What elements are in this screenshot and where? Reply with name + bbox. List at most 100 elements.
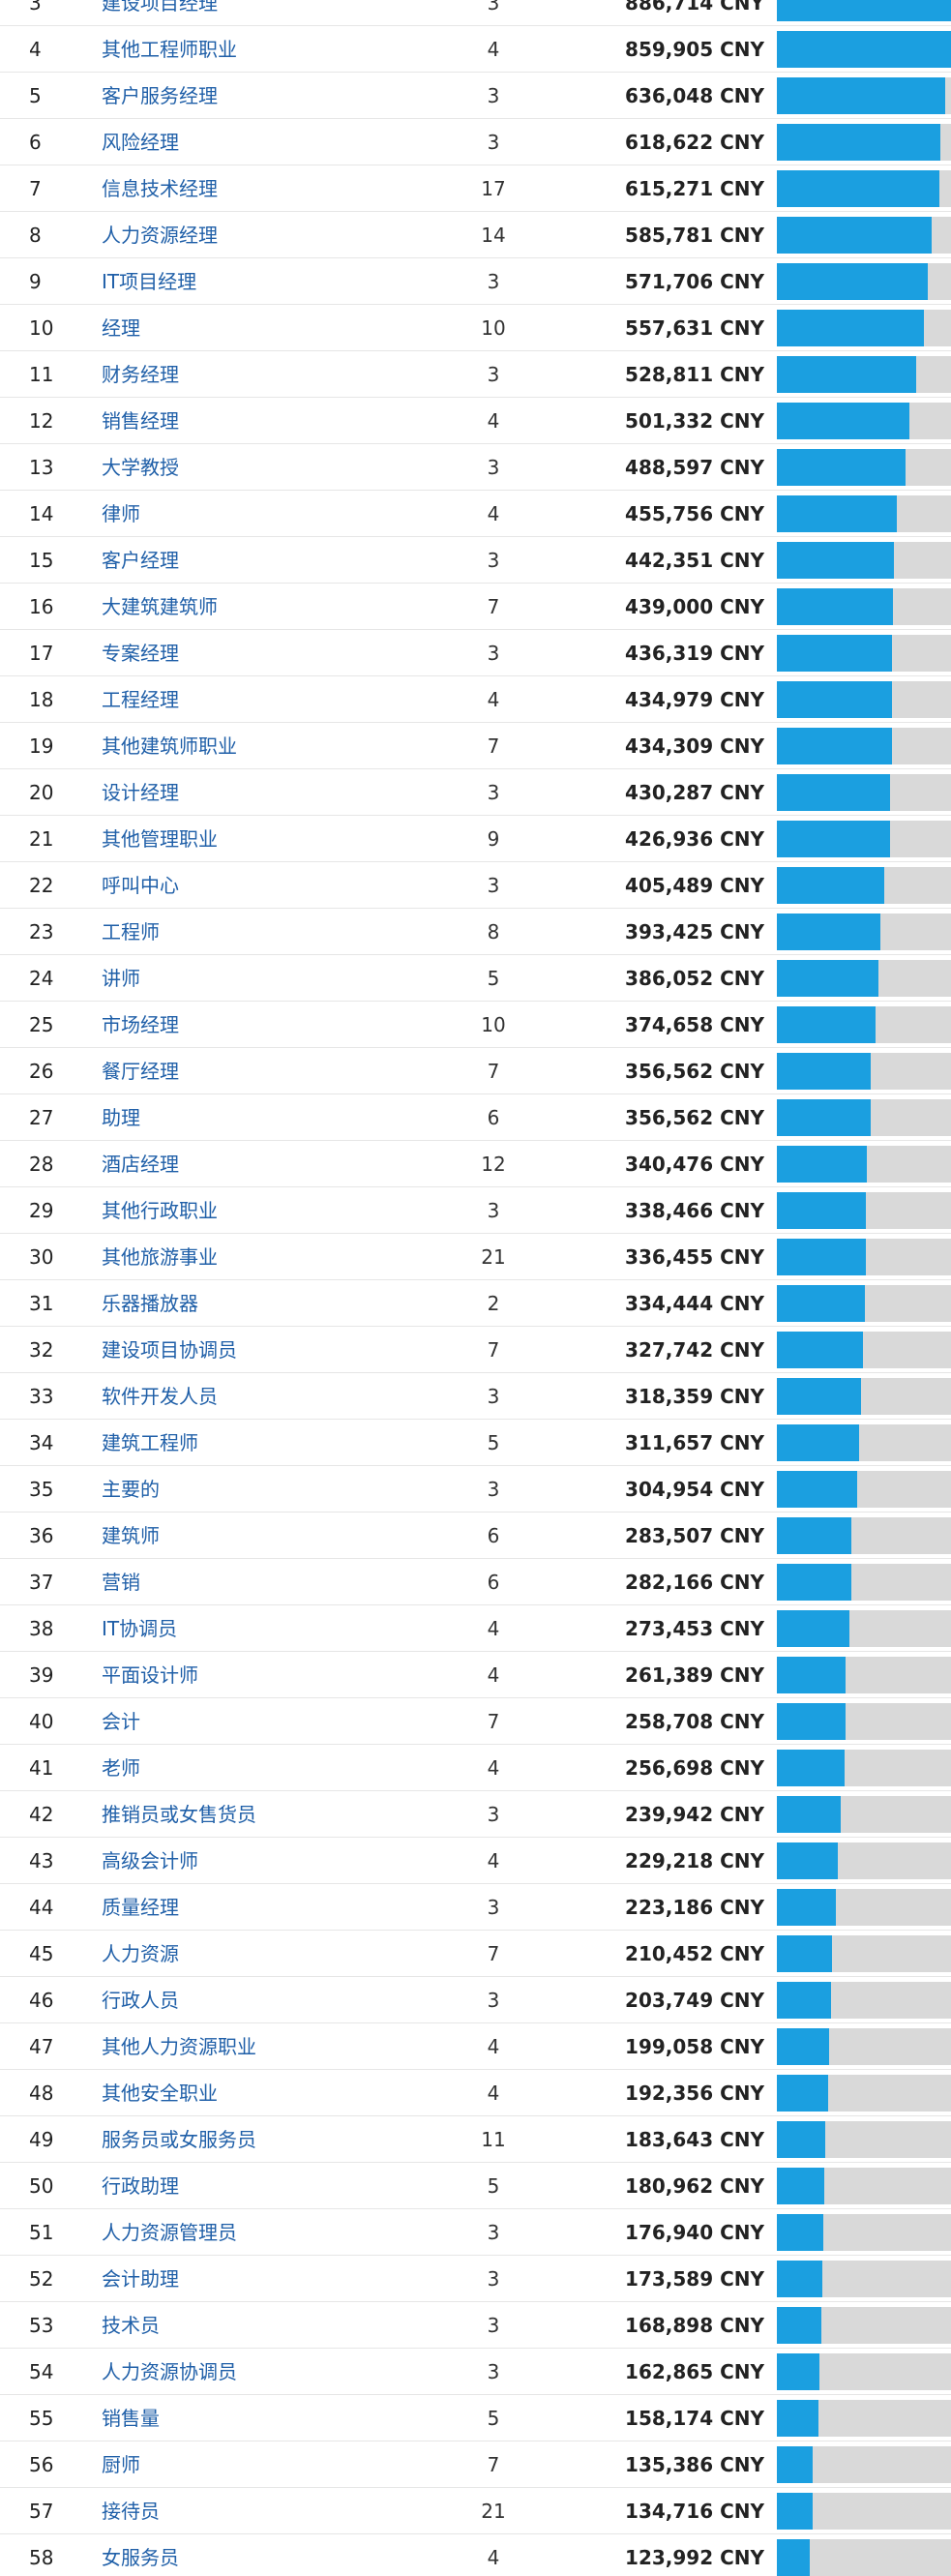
job-title-link[interactable]: 律师	[102, 502, 140, 525]
job-title-link[interactable]: 接待员	[102, 2500, 160, 2523]
rank: 25	[29, 1013, 54, 1036]
job-title-link[interactable]: 技术员	[102, 2314, 160, 2337]
job-title-link[interactable]: 质量经理	[102, 1896, 179, 1919]
job-title-link[interactable]: 其他建筑师职业	[102, 734, 237, 758]
rank: 16	[29, 595, 54, 618]
job-title-link[interactable]: 平面设计师	[102, 1663, 198, 1687]
rank: 54	[29, 2360, 54, 2383]
bar-track	[777, 1192, 951, 1229]
job-title-link[interactable]: 软件开发人员	[102, 1385, 218, 1408]
salary-bar	[777, 1053, 872, 1090]
count: 4	[487, 688, 500, 711]
job-title-link[interactable]: 建筑工程师	[102, 1431, 198, 1454]
job-title-link[interactable]: 呼叫中心	[102, 874, 179, 897]
table-row: 32 建设项目协调员 7 327,742 CNY	[0, 1327, 951, 1373]
job-title-link[interactable]: IT项目经理	[102, 270, 197, 293]
job-title-link[interactable]: 餐厅经理	[102, 1060, 179, 1083]
job-title-link[interactable]: 大学教授	[102, 456, 179, 479]
job-title-link[interactable]: 客户经理	[102, 549, 179, 572]
job-title-link[interactable]: 行政助理	[102, 2174, 179, 2198]
job-title-link[interactable]: 大建筑建筑师	[102, 595, 218, 618]
job-title-link[interactable]: 女服务员	[102, 2546, 179, 2569]
rank: 44	[29, 1896, 54, 1919]
salary-bar	[777, 403, 909, 439]
table-row: 15 客户经理 3 442,351 CNY	[0, 537, 951, 584]
table-row: 45 人力资源 7 210,452 CNY	[0, 1931, 951, 1977]
rank: 19	[29, 734, 54, 758]
table-row: 9 IT项目经理 3 571,706 CNY	[0, 258, 951, 305]
job-title-link[interactable]: 建设项目经理	[102, 0, 218, 15]
job-title-link[interactable]: 乐器播放器	[102, 1292, 198, 1315]
job-title-link[interactable]: 高级会计师	[102, 1849, 198, 1872]
job-title-link[interactable]: 其他旅游事业	[102, 1245, 218, 1269]
job-title-link[interactable]: 工程经理	[102, 688, 179, 711]
job-title-link[interactable]: 建筑师	[102, 1524, 160, 1547]
job-title-link[interactable]: 其他安全职业	[102, 2082, 218, 2105]
salary-bar	[777, 1842, 838, 1879]
bar-track	[777, 2493, 951, 2530]
bar-track	[777, 2214, 951, 2251]
rank: 5	[29, 84, 42, 107]
table-row: 12 销售经理 4 501,332 CNY	[0, 398, 951, 444]
bar-track	[777, 2539, 951, 2576]
job-title-link[interactable]: 销售经理	[102, 409, 179, 433]
count: 3	[487, 1896, 500, 1919]
job-title-link[interactable]: 会计助理	[102, 2267, 179, 2291]
job-title-link[interactable]: 主要的	[102, 1478, 160, 1501]
job-title-link[interactable]: 财务经理	[102, 363, 179, 386]
job-title-link[interactable]: 建设项目协调员	[102, 1338, 237, 1362]
table-row: 21 其他管理职业 9 426,936 CNY	[0, 816, 951, 862]
job-title-link[interactable]: 老师	[102, 1756, 140, 1780]
bar-track	[777, 588, 951, 625]
job-title-link[interactable]: 人力资源管理员	[102, 2221, 237, 2244]
salary: 283,507 CNY	[625, 1524, 764, 1547]
job-title-link[interactable]: IT协调员	[102, 1617, 178, 1640]
count: 2	[487, 1292, 500, 1315]
job-title-link[interactable]: 专案经理	[102, 642, 179, 665]
salary: 203,749 CNY	[625, 1989, 764, 2012]
job-title-link[interactable]: 工程师	[102, 920, 160, 944]
bar-track	[777, 1750, 951, 1786]
salary: 488,597 CNY	[625, 456, 764, 479]
job-title-link[interactable]: 销售量	[102, 2407, 160, 2430]
salary: 261,389 CNY	[625, 1663, 764, 1687]
salary-bar	[777, 2400, 819, 2437]
job-title-link[interactable]: 会计	[102, 1710, 140, 1733]
job-title-link[interactable]: 市场经理	[102, 1013, 179, 1036]
job-title-link[interactable]: 行政人员	[102, 1989, 179, 2012]
job-title-link[interactable]: 信息技术经理	[102, 177, 218, 200]
count: 6	[487, 1571, 500, 1594]
job-title-link[interactable]: 风险经理	[102, 131, 179, 154]
rank: 39	[29, 1663, 54, 1687]
job-title-link[interactable]: 设计经理	[102, 781, 179, 804]
job-title-link[interactable]: 酒店经理	[102, 1153, 179, 1176]
job-title-link[interactable]: 其他工程师职业	[102, 38, 237, 61]
salary: 405,489 CNY	[625, 874, 764, 897]
job-title-link[interactable]: 助理	[102, 1106, 140, 1129]
count: 14	[481, 224, 506, 247]
job-title-link[interactable]: 其他人力资源职业	[102, 2035, 256, 2058]
salary: 336,455 CNY	[625, 1245, 764, 1269]
job-title-link[interactable]: 服务员或女服务员	[102, 2128, 256, 2151]
job-title-link[interactable]: 讲师	[102, 967, 140, 990]
rank: 35	[29, 1478, 54, 1501]
job-title-link[interactable]: 其他管理职业	[102, 827, 218, 851]
count: 3	[487, 1803, 500, 1826]
salary-bar	[777, 1657, 847, 1693]
bar-track	[777, 1982, 951, 2019]
bar-track	[777, 681, 951, 718]
job-title-link[interactable]: 人力资源经理	[102, 224, 218, 247]
job-title-link[interactable]: 厨师	[102, 2453, 140, 2476]
job-title-link[interactable]: 人力资源协调员	[102, 2360, 237, 2383]
rank: 49	[29, 2128, 54, 2151]
rank: 45	[29, 1942, 54, 1965]
job-title-link[interactable]: 其他行政职业	[102, 1199, 218, 1222]
table-row: 7 信息技术经理 17 615,271 CNY	[0, 165, 951, 212]
job-title-link[interactable]: 营销	[102, 1571, 140, 1594]
job-title-link[interactable]: 经理	[102, 316, 140, 340]
job-title-link[interactable]: 客户服务经理	[102, 84, 218, 107]
job-title-link[interactable]: 推销员或女售货员	[102, 1803, 256, 1826]
table-row: 4 其他工程师职业 4 859,905 CNY	[0, 26, 951, 73]
salary: 436,319 CNY	[625, 642, 764, 665]
job-title-link[interactable]: 人力资源	[102, 1942, 179, 1965]
